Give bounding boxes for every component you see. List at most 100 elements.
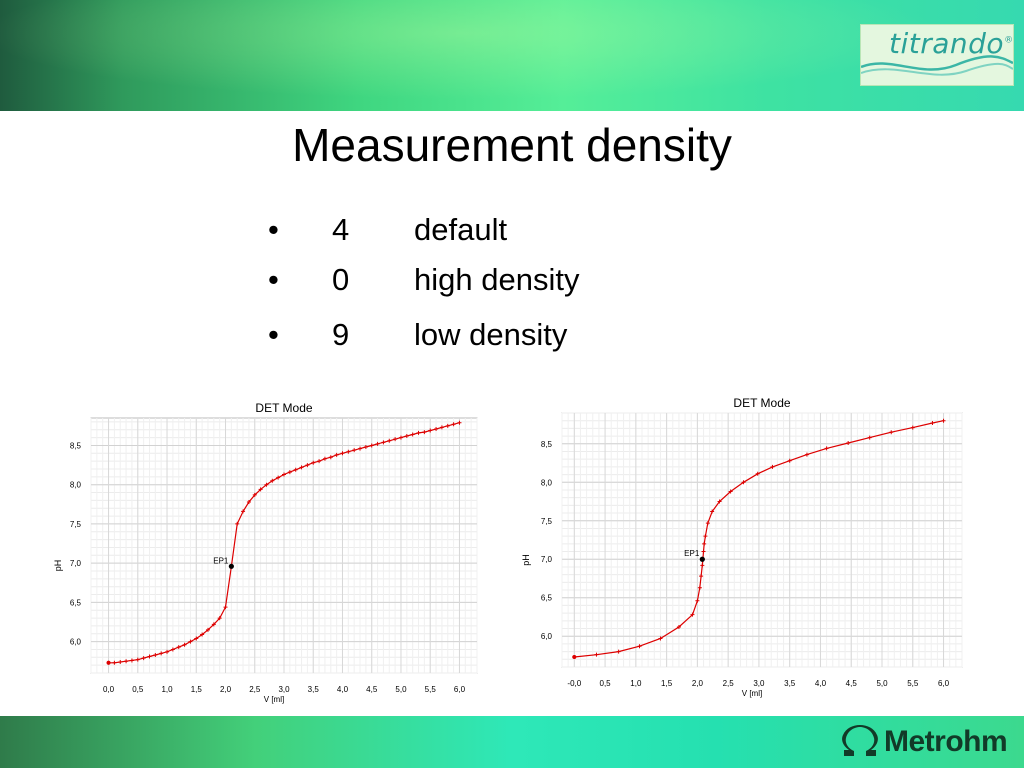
data-point — [594, 652, 599, 657]
data-point — [416, 430, 421, 435]
det-chart-left: 6,0 6,5 7,0 7,5 8,0 8,5 0,0 0,5 1,0 1,5 2,0 2,5 3,0 3… — [53, 401, 478, 704]
data-point — [695, 598, 700, 603]
x-axis-label: V [ml] — [264, 695, 284, 704]
bullet-value: 4 — [332, 212, 350, 247]
data-point — [270, 478, 275, 483]
bullet-symbol: • — [268, 317, 279, 352]
data-point — [317, 459, 322, 464]
y-axis-label: pH — [521, 554, 531, 566]
data-point — [346, 449, 351, 454]
footer-band — [0, 716, 1024, 768]
data-point — [755, 471, 760, 476]
bullet-value: 0 — [332, 262, 350, 297]
bullet-label: low density — [414, 317, 568, 352]
data-point — [705, 521, 710, 526]
data-point — [369, 443, 374, 448]
data-point — [701, 549, 706, 554]
data-point — [194, 636, 199, 641]
det-chart-right: 6,0 6,5 7,0 7,5 8,0 8,5 -0,0 0,5 1,0 1,5 2,0 2,5 3,0… — [521, 396, 963, 698]
data-point — [322, 456, 327, 461]
data-point — [205, 627, 210, 632]
data-point — [217, 616, 222, 621]
data-point — [334, 452, 339, 457]
data-point — [159, 651, 164, 656]
data-point — [889, 430, 894, 435]
x-axis-label: V [ml] — [742, 689, 762, 698]
data-point — [287, 470, 292, 475]
data-point — [363, 445, 368, 450]
bullet-label: high density — [414, 262, 580, 297]
data-point — [690, 612, 695, 617]
data-point — [200, 632, 205, 637]
endpoint-marker — [228, 563, 234, 569]
bullet-value: 9 — [332, 317, 350, 352]
y-tick-label: 8,0 — [70, 481, 82, 490]
data-point — [804, 452, 809, 457]
data-point — [118, 660, 123, 665]
x-tick-label: 1,5 — [191, 685, 203, 694]
x-tick-label: 3,5 — [308, 685, 320, 694]
data-point — [439, 425, 444, 430]
omega-icon — [842, 725, 878, 756]
data-point — [410, 432, 415, 437]
x-tick-label: 2,0 — [220, 685, 232, 694]
data-point — [434, 426, 439, 431]
y-tick-label: 7,5 — [70, 520, 82, 529]
x-tick-label: 4,5 — [366, 685, 378, 694]
data-point — [282, 472, 286, 477]
data-point — [182, 642, 187, 647]
data-point — [404, 434, 409, 439]
bullet-symbol: • — [268, 262, 279, 297]
data-point — [147, 654, 152, 659]
x-tick-label: 2,5 — [723, 679, 735, 688]
data-point — [135, 657, 140, 662]
logo-text: titrando — [889, 27, 1005, 60]
data-point — [457, 420, 462, 425]
data-point — [728, 489, 733, 494]
data-point — [867, 435, 872, 440]
logo-registered-mark: ® — [1004, 35, 1014, 46]
x-tick-label: 5,0 — [876, 679, 888, 688]
data-point — [658, 636, 663, 641]
data-point — [328, 455, 333, 460]
data-point — [393, 437, 398, 442]
data-point — [398, 435, 403, 440]
data-point — [703, 534, 708, 539]
endpoint-marker — [699, 556, 705, 562]
data-point — [717, 499, 722, 504]
data-point — [252, 492, 257, 497]
data-point — [112, 660, 117, 665]
data-point — [445, 423, 450, 428]
data-point — [211, 622, 216, 627]
bullet-symbol: • — [268, 212, 279, 247]
x-tick-label: 2,5 — [249, 685, 261, 694]
data-point — [846, 441, 851, 446]
wave-icon — [861, 55, 1013, 76]
metrohm-logo: Metrohm — [840, 722, 1008, 762]
data-point — [276, 475, 281, 480]
data-point — [305, 463, 310, 468]
data-point — [311, 460, 316, 465]
data-point — [422, 430, 427, 435]
data-point — [941, 418, 946, 423]
data-point — [124, 659, 129, 664]
x-tick-label: 5,5 — [425, 685, 437, 694]
bullet-label: default — [414, 212, 508, 247]
data-point — [741, 480, 746, 485]
x-tick-label: 4,0 — [337, 685, 349, 694]
data-point — [699, 574, 704, 579]
data-point — [176, 645, 181, 650]
data-point — [428, 428, 433, 433]
x-tick-label: -0,0 — [567, 679, 581, 688]
data-point — [676, 624, 681, 629]
data-point — [910, 425, 915, 430]
data-point — [223, 605, 228, 610]
x-tick-label: 1,0 — [630, 679, 642, 688]
data-point — [358, 446, 363, 451]
data-point — [375, 441, 380, 446]
data-point — [299, 465, 304, 470]
y-tick-label: 8,5 — [70, 441, 82, 450]
data-point — [141, 656, 146, 661]
data-point — [246, 499, 251, 504]
data-point — [235, 521, 240, 526]
